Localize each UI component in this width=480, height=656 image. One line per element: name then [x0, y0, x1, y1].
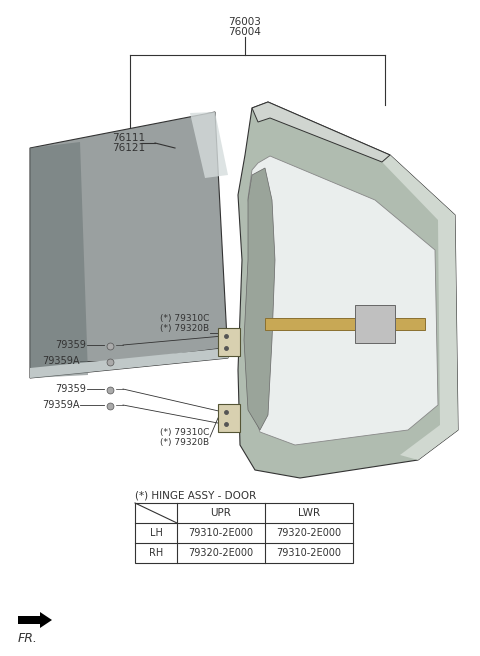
- FancyBboxPatch shape: [218, 328, 240, 356]
- Text: FR.: FR.: [18, 632, 38, 644]
- Text: 76111: 76111: [112, 133, 145, 143]
- Text: (*) 79310C: (*) 79310C: [160, 314, 209, 323]
- Polygon shape: [238, 102, 458, 478]
- FancyBboxPatch shape: [218, 404, 240, 432]
- Text: 79320-2E000: 79320-2E000: [276, 528, 342, 538]
- Text: LWR: LWR: [298, 508, 320, 518]
- Text: 79359A: 79359A: [42, 400, 80, 410]
- Text: 76003: 76003: [228, 17, 262, 27]
- Polygon shape: [252, 102, 390, 162]
- Text: 79320-2E000: 79320-2E000: [189, 548, 253, 558]
- Text: 79359: 79359: [55, 340, 86, 350]
- Polygon shape: [30, 112, 228, 378]
- Polygon shape: [244, 168, 275, 430]
- Text: (*) 79320B: (*) 79320B: [160, 323, 209, 333]
- Text: 79359: 79359: [55, 384, 86, 394]
- FancyBboxPatch shape: [355, 305, 395, 343]
- Polygon shape: [30, 142, 88, 378]
- Text: 79310-2E000: 79310-2E000: [276, 548, 341, 558]
- Polygon shape: [382, 155, 458, 460]
- Text: RH: RH: [149, 548, 163, 558]
- Text: 79310-2E000: 79310-2E000: [189, 528, 253, 538]
- Text: 79359A: 79359A: [42, 356, 80, 366]
- Text: (*) 79320B: (*) 79320B: [160, 438, 209, 447]
- Polygon shape: [30, 348, 228, 378]
- Text: (*) 79310C: (*) 79310C: [160, 428, 209, 438]
- FancyBboxPatch shape: [265, 318, 425, 330]
- Text: 76004: 76004: [228, 27, 262, 37]
- Polygon shape: [248, 156, 438, 445]
- Text: LH: LH: [150, 528, 162, 538]
- FancyBboxPatch shape: [18, 616, 40, 624]
- Polygon shape: [190, 112, 228, 178]
- Polygon shape: [40, 612, 52, 628]
- Text: 76121: 76121: [112, 143, 145, 153]
- FancyBboxPatch shape: [135, 503, 353, 563]
- Text: UPR: UPR: [211, 508, 231, 518]
- Text: (*) HINGE ASSY - DOOR: (*) HINGE ASSY - DOOR: [135, 490, 256, 500]
